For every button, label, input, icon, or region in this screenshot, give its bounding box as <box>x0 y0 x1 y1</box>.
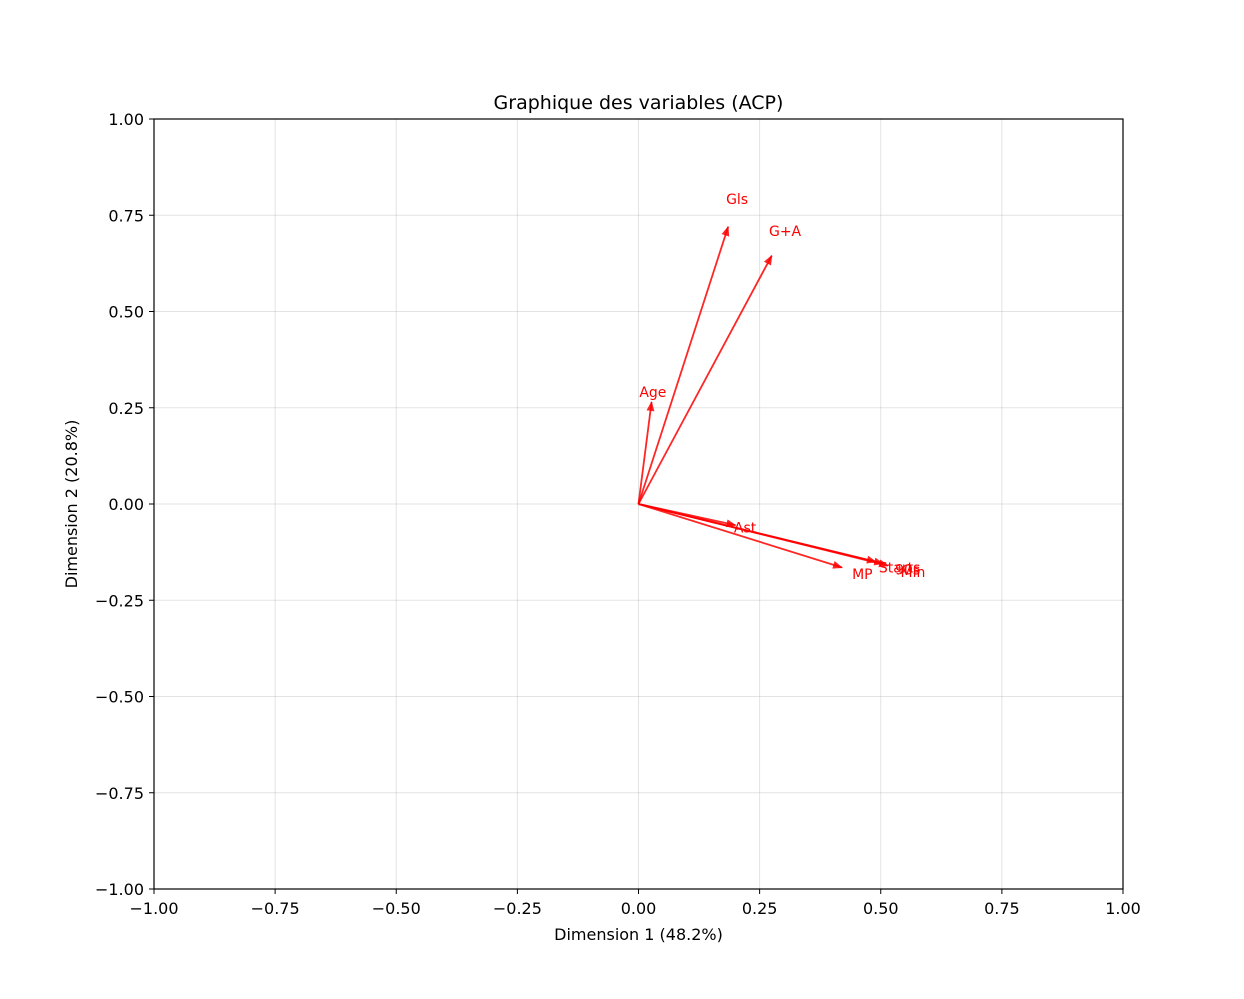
y-tick-label: 0.50 <box>108 303 144 322</box>
x-tick-label: 0.00 <box>621 899 657 918</box>
y-axis-ticks: −1.00 −0.75 −0.50 −0.25 0.00 0.25 0.50 0.75 1.00 <box>95 110 154 899</box>
y-tick-label: 1.00 <box>108 110 144 129</box>
vector-label-starts: Starts <box>879 561 921 577</box>
vector-arrow-age <box>637 400 655 505</box>
y-tick-label: 0.75 <box>108 206 144 225</box>
y-tick-label: −0.25 <box>95 591 144 610</box>
y-tick-label: −0.75 <box>95 784 144 803</box>
vector-label-age: Age <box>639 385 666 401</box>
vector-arrow-g-a <box>637 254 773 505</box>
vector-label-gls: Gls <box>726 192 748 208</box>
x-tick-label: −0.75 <box>251 899 300 918</box>
vector-label-g-a: G+A <box>769 224 802 240</box>
vectors <box>637 225 889 569</box>
x-axis-label: Dimension 1 (48.2%) <box>554 925 723 944</box>
x-tick-label: 0.75 <box>984 899 1020 918</box>
y-tick-label: −0.50 <box>95 688 144 707</box>
x-tick-label: 0.50 <box>863 899 899 918</box>
vector-arrow-gls <box>637 225 730 505</box>
x-tick-label: 0.25 <box>742 899 778 918</box>
vector-label-min: Min <box>901 565 926 581</box>
vector-arrow-min <box>638 503 889 568</box>
x-axis-ticks: −1.00 −0.75 −0.50 −0.25 0.00 0.25 0.50 0.75 1.00 <box>129 889 1141 918</box>
y-tick-label: −1.00 <box>95 880 144 899</box>
x-tick-label: −0.50 <box>372 899 421 918</box>
vector-arrow-mp <box>638 503 843 569</box>
y-tick-label: 0.00 <box>108 495 144 514</box>
y-axis-label: Dimension 2 (20.8%) <box>62 420 81 589</box>
vector-label-ast: Ast <box>734 520 757 536</box>
x-tick-label: −1.00 <box>129 899 178 918</box>
y-tick-label: 0.25 <box>108 399 144 418</box>
vector-label-mp: MP <box>852 567 873 583</box>
x-tick-label: 1.00 <box>1105 899 1141 918</box>
vector-label-90s: 90s <box>895 563 920 579</box>
x-tick-label: −0.25 <box>493 899 542 918</box>
chart-title: Graphique des variables (ACP) <box>494 92 784 114</box>
